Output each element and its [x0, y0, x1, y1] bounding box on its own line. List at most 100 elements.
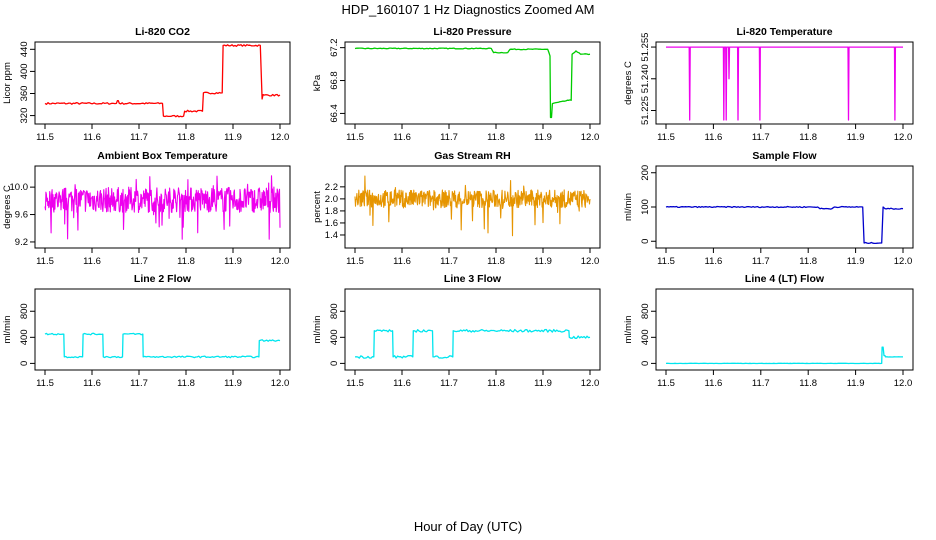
plot-frame — [344, 288, 601, 371]
x-tick-label: 11.8 — [177, 256, 195, 267]
x-tick-label: 12.0 — [894, 378, 913, 389]
x-tick-label: 11.5 — [346, 132, 364, 143]
x-tick-label: 11.9 — [847, 378, 865, 389]
y-tick-label: 800 — [640, 303, 651, 319]
y-tick-label: 400 — [19, 329, 30, 345]
x-tick-label: 12.0 — [581, 256, 600, 267]
y-axis-title: kPa — [312, 74, 323, 91]
y-tick-label: 400 — [19, 63, 30, 79]
series-line — [665, 346, 903, 365]
x-tick-label: 11.9 — [224, 132, 242, 143]
panel-title: Sample Flow — [752, 150, 817, 162]
plot-frame — [34, 41, 291, 125]
y-tick-label: 2.2 — [325, 182, 338, 193]
x-tick-label: 11.8 — [487, 256, 505, 267]
x-tick-label: 11.7 — [440, 256, 458, 267]
y-axis-title: ml/min — [312, 316, 323, 344]
y-tick-label: 67.2 — [329, 38, 340, 57]
x-tick-label: 11.5 — [657, 378, 675, 389]
plot-frame — [34, 288, 291, 371]
x-tick-label: 11.8 — [799, 132, 817, 143]
x-tick-label: 11.7 — [440, 132, 458, 143]
panel-sample: Sample Flow ml/min 11.5 11.6 11.7 11.8 11.9 12.… — [623, 150, 914, 267]
x-tick-label: 11.9 — [534, 256, 552, 267]
series-line — [665, 205, 904, 245]
x-tick-label: 11.9 — [847, 256, 865, 267]
y-tick-label: 51.240 — [640, 64, 651, 93]
x-tick-label: 11.8 — [487, 132, 505, 143]
x-tick-label: 11.5 — [657, 256, 675, 267]
y-tick-label: 51.255 — [640, 33, 651, 62]
y-tick-label: 1.6 — [325, 218, 338, 229]
y-tick-label: 320 — [19, 108, 30, 124]
y-axis-title: degrees C — [623, 61, 634, 105]
y-tick-label: 0 — [640, 239, 651, 244]
y-tick-label: 0 — [329, 361, 340, 366]
x-tick-label: 11.6 — [705, 378, 723, 389]
x-tick-label: 11.5 — [657, 132, 675, 143]
panel-title: Gas Stream RH — [434, 150, 510, 162]
x-tick-label: 11.8 — [177, 132, 195, 143]
series-line — [44, 175, 281, 240]
y-tick-label: 9.2 — [15, 237, 28, 248]
x-tick-label: 12.0 — [271, 256, 290, 267]
x-tick-label: 11.6 — [393, 378, 411, 389]
panel-rh: Gas Stream RH percent 11.5 11.6 11.7 11.8 11.9… — [312, 150, 601, 267]
y-tick-label: 51.225 — [640, 96, 651, 125]
x-tick-label: 11.8 — [487, 378, 505, 389]
y-axis-title: ml/min — [2, 316, 13, 344]
y-axis-title: ml/min — [623, 316, 634, 344]
plot-frame — [34, 165, 291, 249]
x-tick-label: 11.6 — [83, 256, 101, 267]
x-tick-label: 11.9 — [224, 378, 242, 389]
y-tick-label: 1.4 — [325, 230, 338, 241]
plot-frame — [344, 41, 601, 125]
panel-title: Line 2 Flow — [134, 273, 192, 285]
y-tick-label: 10.0 — [10, 182, 29, 193]
y-tick-label: 400 — [640, 329, 651, 345]
x-tick-label: 11.9 — [534, 378, 552, 389]
panel-title: Line 3 Flow — [444, 273, 502, 285]
series-line — [354, 47, 591, 119]
panel-line3: Line 3 Flow ml/min 11.5 11.6 11.7 11.8 11.9 12.… — [312, 273, 601, 389]
x-tick-label: 11.8 — [799, 378, 817, 389]
chart-panels: Li-820 CO2 Licor ppm 11.5 11.6 11.7 11.8 11.9 1… — [2, 26, 914, 389]
y-tick-label: 200 — [640, 165, 651, 181]
x-tick-label: 11.9 — [224, 256, 242, 267]
x-tick-label: 11.5 — [346, 378, 364, 389]
x-tick-label: 12.0 — [581, 132, 600, 143]
x-tick-label: 11.8 — [177, 378, 195, 389]
y-tick-label: 440 — [19, 41, 30, 57]
panel-pressure: Li-820 Pressure kPa 11.5 11.6 11.7 11.8 11.9 12… — [312, 26, 601, 143]
x-tick-label: 11.6 — [705, 256, 723, 267]
y-tick-label: 66.4 — [329, 104, 340, 123]
series-line — [354, 175, 591, 237]
x-tick-label: 11.6 — [83, 132, 101, 143]
y-tick-label: 2.0 — [325, 194, 338, 205]
x-axis-label: Hour of Day (UTC) — [414, 519, 522, 534]
y-tick-label: 0 — [640, 361, 651, 366]
x-tick-label: 11.7 — [130, 378, 148, 389]
panel-line2: Line 2 Flow ml/min 11.5 11.6 11.7 11.8 11.9 12.… — [2, 273, 291, 389]
x-tick-label: 11.6 — [393, 256, 411, 267]
x-tick-label: 11.8 — [799, 256, 817, 267]
plot-frame — [655, 41, 914, 125]
x-tick-label: 12.0 — [894, 132, 913, 143]
x-tick-label: 12.0 — [581, 378, 600, 389]
y-axis-title: ml/min — [623, 193, 634, 221]
x-tick-label: 11.9 — [534, 132, 552, 143]
panel-title: Li-820 Pressure — [433, 26, 511, 38]
y-tick-label: 360 — [19, 86, 30, 102]
x-tick-label: 11.5 — [36, 132, 54, 143]
x-tick-label: 12.0 — [271, 132, 290, 143]
y-axis-title: percent — [312, 191, 323, 223]
y-tick-label: 9.6 — [15, 210, 28, 221]
y-tick-label: 0 — [19, 361, 30, 366]
x-tick-label: 11.6 — [705, 132, 723, 143]
panel-title: Li-820 CO2 — [135, 26, 190, 38]
x-tick-label: 11.7 — [752, 132, 770, 143]
x-tick-label: 11.7 — [752, 256, 770, 267]
x-tick-label: 11.5 — [36, 256, 54, 267]
